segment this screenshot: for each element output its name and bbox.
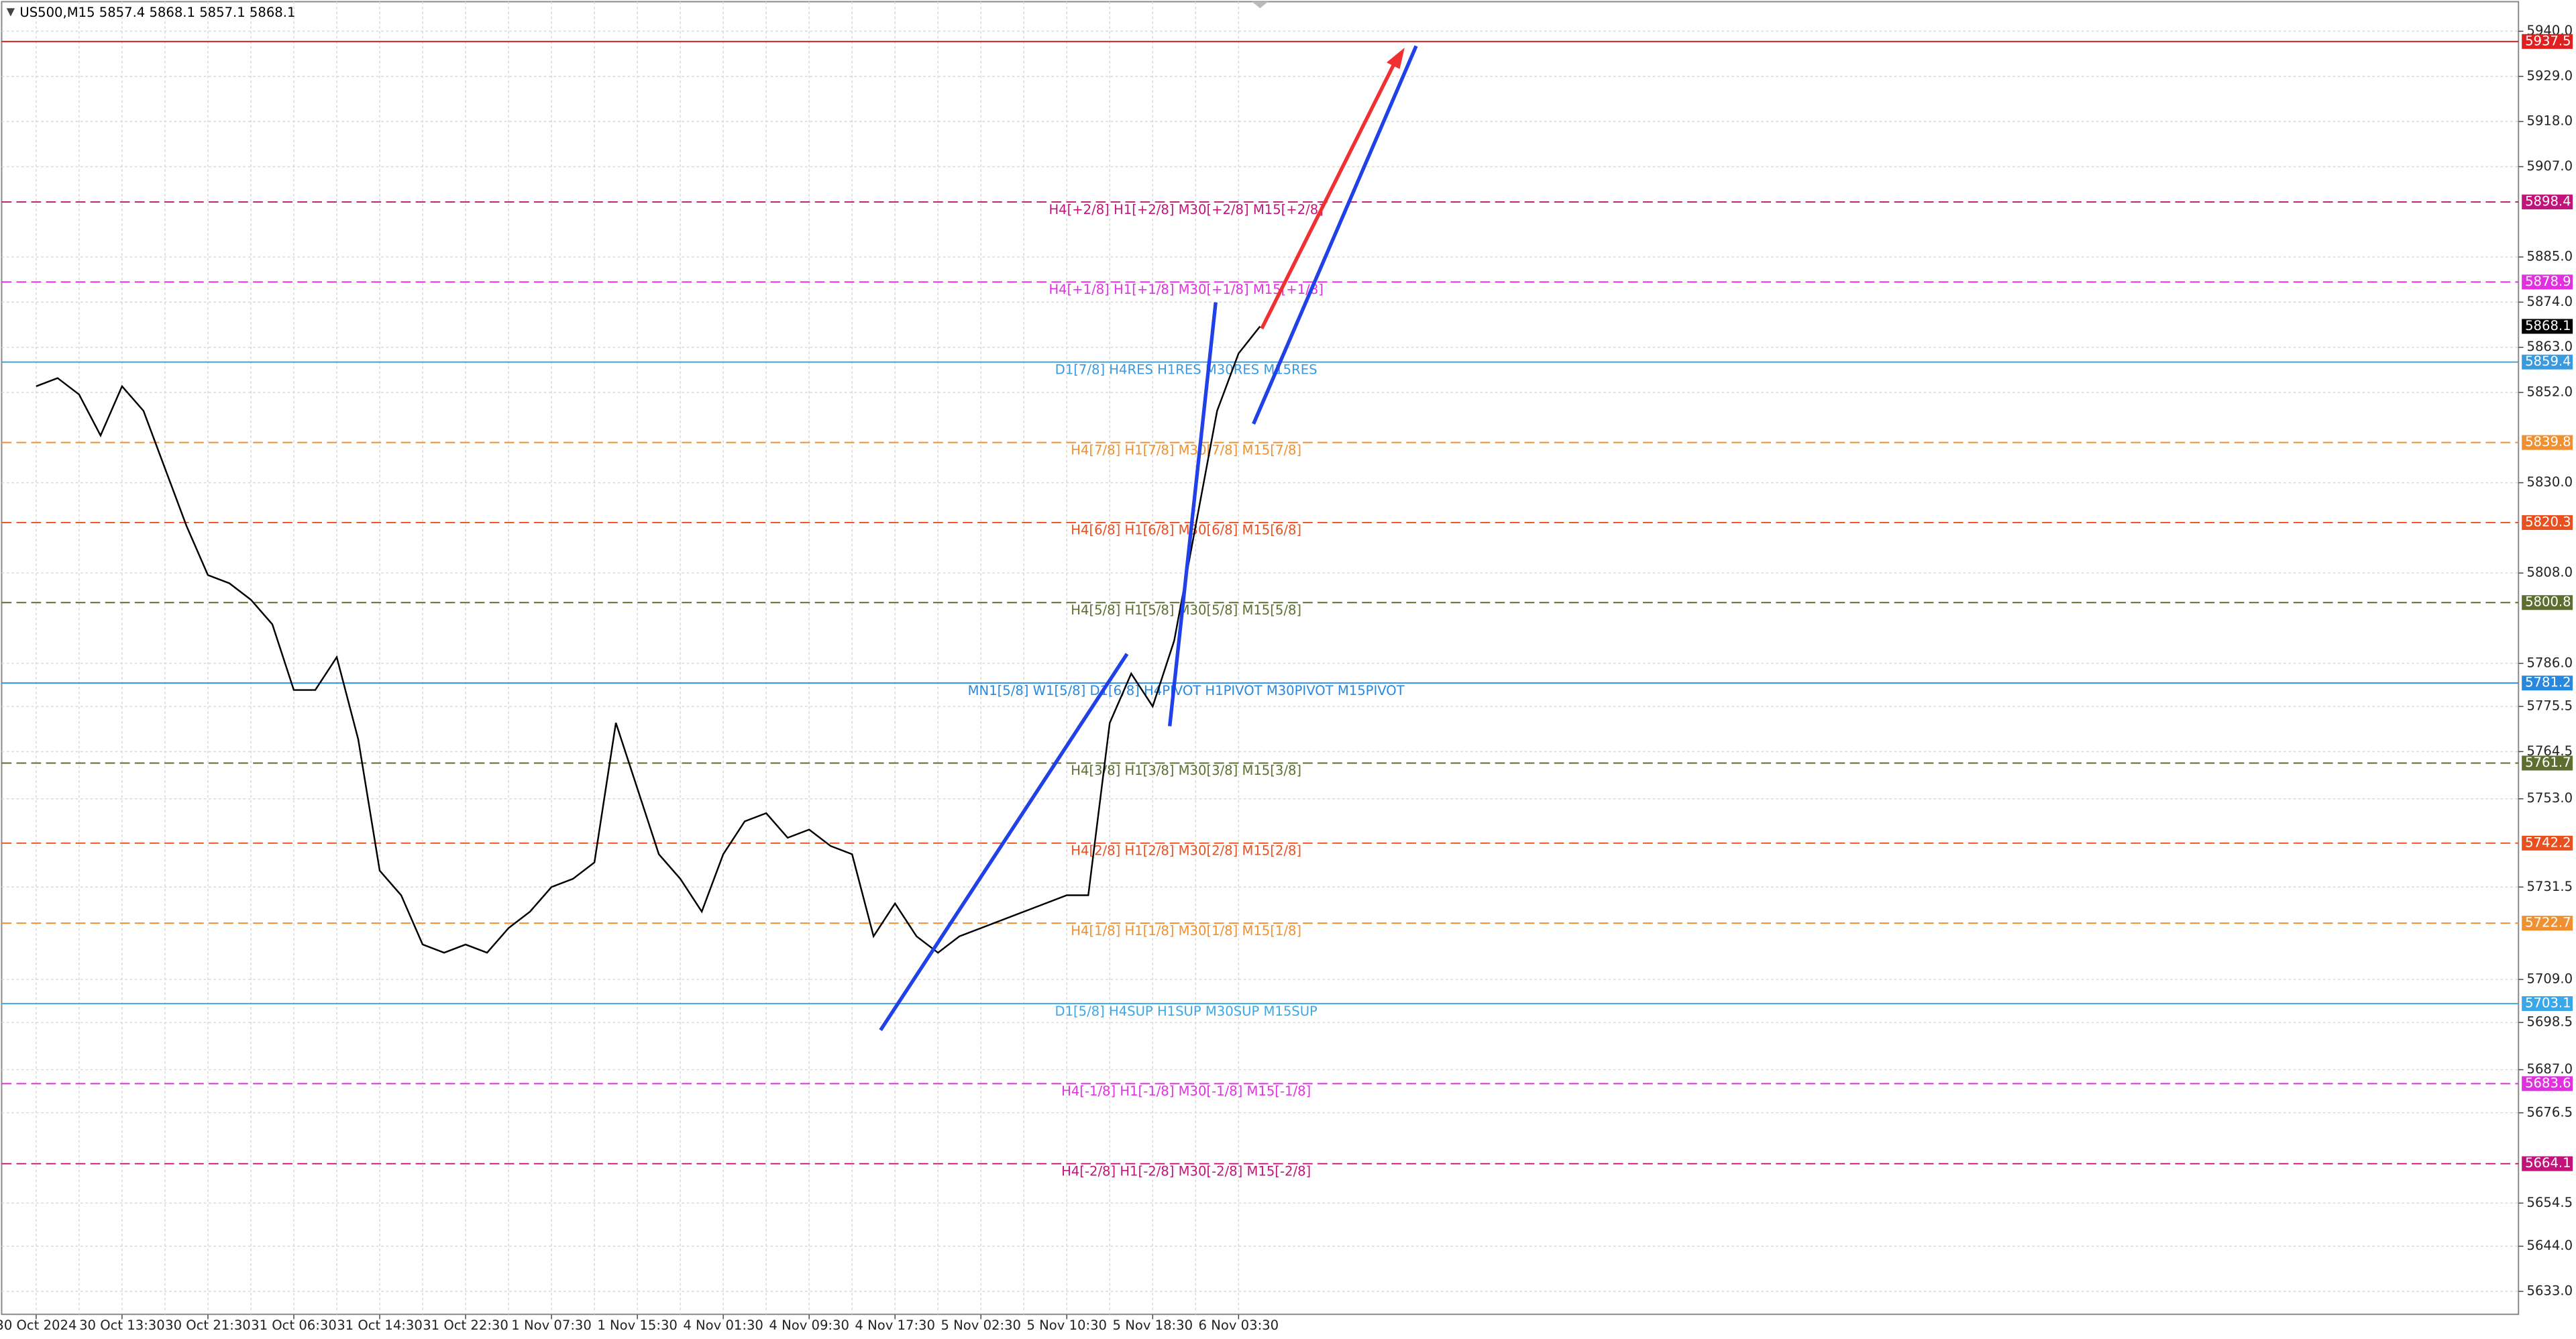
x-tick-label: 6 Nov 03:30 (1199, 1318, 1279, 1333)
marks: 5868.1 (36, 318, 2573, 954)
x-tick-label: 4 Nov 09:30 (769, 1318, 849, 1333)
price-badge (2522, 274, 2573, 290)
last-price-label: 5868.1 (2525, 318, 2571, 333)
x-tick-label: 5 Nov 18:30 (1113, 1318, 1193, 1333)
level-label: MN1[5/8] W1[5/8] D1[6/8] H4PIVOT H1PIVOT… (968, 683, 1405, 698)
price-badge (2522, 515, 2573, 530)
shift-marker (1252, 1, 1269, 9)
price-badge-label: 5742.2 (2525, 835, 2571, 850)
price-badge-label: 5761.7 (2525, 755, 2571, 770)
level-label: H4[7/8] H1[7/8] M30[7/8] M15[7/8] (1071, 442, 1301, 458)
arrow-head (1386, 48, 1405, 69)
price-badge-label: 5722.7 (2525, 915, 2571, 930)
y-tick-label: 5753.0 (2527, 790, 2573, 806)
level-label: H4[5/8] H1[5/8] M30[5/8] M15[5/8] (1071, 602, 1301, 618)
x-tick-label: 5 Nov 10:30 (1026, 1318, 1107, 1333)
x-tick-label: 1 Nov 07:30 (511, 1318, 592, 1333)
price-badge-label: 5859.4 (2525, 354, 2571, 369)
x-tick-label: 31 Oct 22:30 (423, 1318, 508, 1333)
level-label: H4[3/8] H1[3/8] M30[3/8] M15[3/8] (1071, 763, 1301, 778)
y-tick-label: 5698.5 (2527, 1014, 2573, 1030)
price-badge (2522, 595, 2573, 610)
x-tick-label: 1 Nov 15:30 (597, 1318, 678, 1333)
x-tick-label: 30 Oct 2024 (0, 1318, 76, 1333)
price-badge (2522, 34, 2573, 49)
level-label: H4[1/8] H1[1/8] M30[1/8] M15[1/8] (1071, 923, 1301, 939)
y-tick-label: 5775.5 (2527, 698, 2573, 714)
y-tick-label: 5808.0 (2527, 565, 2573, 580)
price-badge-label: 5781.2 (2525, 675, 2571, 690)
y-tick-label: 5863.0 (2527, 339, 2573, 354)
y-tick-label: 5885.0 (2527, 249, 2573, 264)
y-tick-label: 5709.0 (2527, 971, 2573, 986)
y-tick-label: 5929.0 (2527, 68, 2573, 83)
y-tick-label: 5644.0 (2527, 1238, 2573, 1253)
level-label: H4[-2/8] H1[-2/8] M30[-2/8] M15[-2/8] (1061, 1163, 1311, 1179)
price-badge-label: 5683.6 (2525, 1075, 2571, 1091)
price-badge-label: 5800.8 (2525, 594, 2571, 610)
price-badge-label: 5937.5 (2525, 33, 2571, 48)
level-label: H4[-1/8] H1[-1/8] M30[-1/8] M15[-1/8] (1061, 1083, 1311, 1099)
trend-line (1167, 302, 1218, 727)
price-badge (2522, 676, 2573, 691)
x-tick-label: 31 Oct 14:30 (337, 1318, 423, 1333)
y-tick-label: 5687.0 (2527, 1061, 2573, 1077)
price-badge (2522, 996, 2573, 1012)
level-label: H4[6/8] H1[6/8] M30[6/8] M15[6/8] (1071, 523, 1301, 538)
chart-title: US500,M15 5857.4 5868.1 5857.1 5868.1 (19, 5, 295, 20)
x-tick-label: 4 Nov 01:30 (683, 1318, 763, 1333)
y-tick-label: 5676.5 (2527, 1104, 2573, 1120)
price-badge-label: 5820.3 (2525, 514, 2571, 529)
arrow-line (1260, 58, 1399, 330)
price-badge (2522, 435, 2573, 450)
price-badge-label: 5839.8 (2525, 434, 2571, 449)
level-label: H4[+2/8] H1[+2/8] M30[+2/8] M15[+2/8] (1049, 202, 1323, 217)
price-badge (2522, 1156, 2573, 1171)
last-price-badge (2522, 319, 2573, 334)
x-tick-label: 5 Nov 02:30 (941, 1318, 1021, 1333)
level-label: D1[7/8] H4RES H1RES M30RES M15RES (1055, 362, 1318, 377)
price-badge (2522, 755, 2573, 771)
y-tick-label: 5852.0 (2527, 384, 2573, 399)
price-line (36, 325, 1261, 954)
levels: 5937.5 H4[+2/8] H1[+2/8] M30[+2/8] M15[+2… (1, 33, 2573, 1179)
y-tick-label: 5633.0 (2527, 1283, 2573, 1298)
price-badge (2522, 195, 2573, 210)
y-tick-label: 5654.5 (2527, 1195, 2573, 1210)
y-tick-label: 5786.0 (2527, 655, 2573, 670)
price-badge (2522, 1076, 2573, 1091)
x-tick-label: 30 Oct 21:30 (165, 1318, 251, 1333)
x-tick-label: 4 Nov 17:30 (855, 1318, 935, 1333)
price-badge-label: 5664.1 (2525, 1155, 2571, 1171)
price-badge (2522, 916, 2573, 931)
price-badge-label: 5703.1 (2525, 996, 2571, 1011)
level-label: H4[+1/8] H1[+1/8] M30[+1/8] M15[+1/8] (1049, 282, 1323, 297)
y-tick-label: 5918.0 (2527, 113, 2573, 129)
y-tick-label: 5830.0 (2527, 474, 2573, 490)
price-badge-label: 5898.4 (2525, 194, 2571, 209)
level-label: D1[5/8] H4SUP H1SUP M30SUP M15SUP (1055, 1004, 1318, 1019)
y-tick-label: 5731.5 (2527, 879, 2573, 894)
x-tick-label: 31 Oct 06:30 (251, 1318, 337, 1333)
price-badge (2522, 835, 2573, 851)
symbol-icon (6, 8, 15, 17)
price-badge-label: 5878.9 (2525, 274, 2571, 289)
price-badge (2522, 354, 2573, 370)
x-tick-label: 30 Oct 13:30 (79, 1318, 165, 1333)
y-tick-label: 5907.0 (2527, 158, 2573, 174)
trend-line (1252, 45, 1418, 425)
trend-line (879, 653, 1129, 1032)
y-tick-label: 5874.0 (2527, 294, 2573, 309)
level-label: H4[2/8] H1[2/8] M30[2/8] M15[2/8] (1071, 843, 1301, 859)
y-tick-label: 5764.5 (2527, 743, 2573, 759)
